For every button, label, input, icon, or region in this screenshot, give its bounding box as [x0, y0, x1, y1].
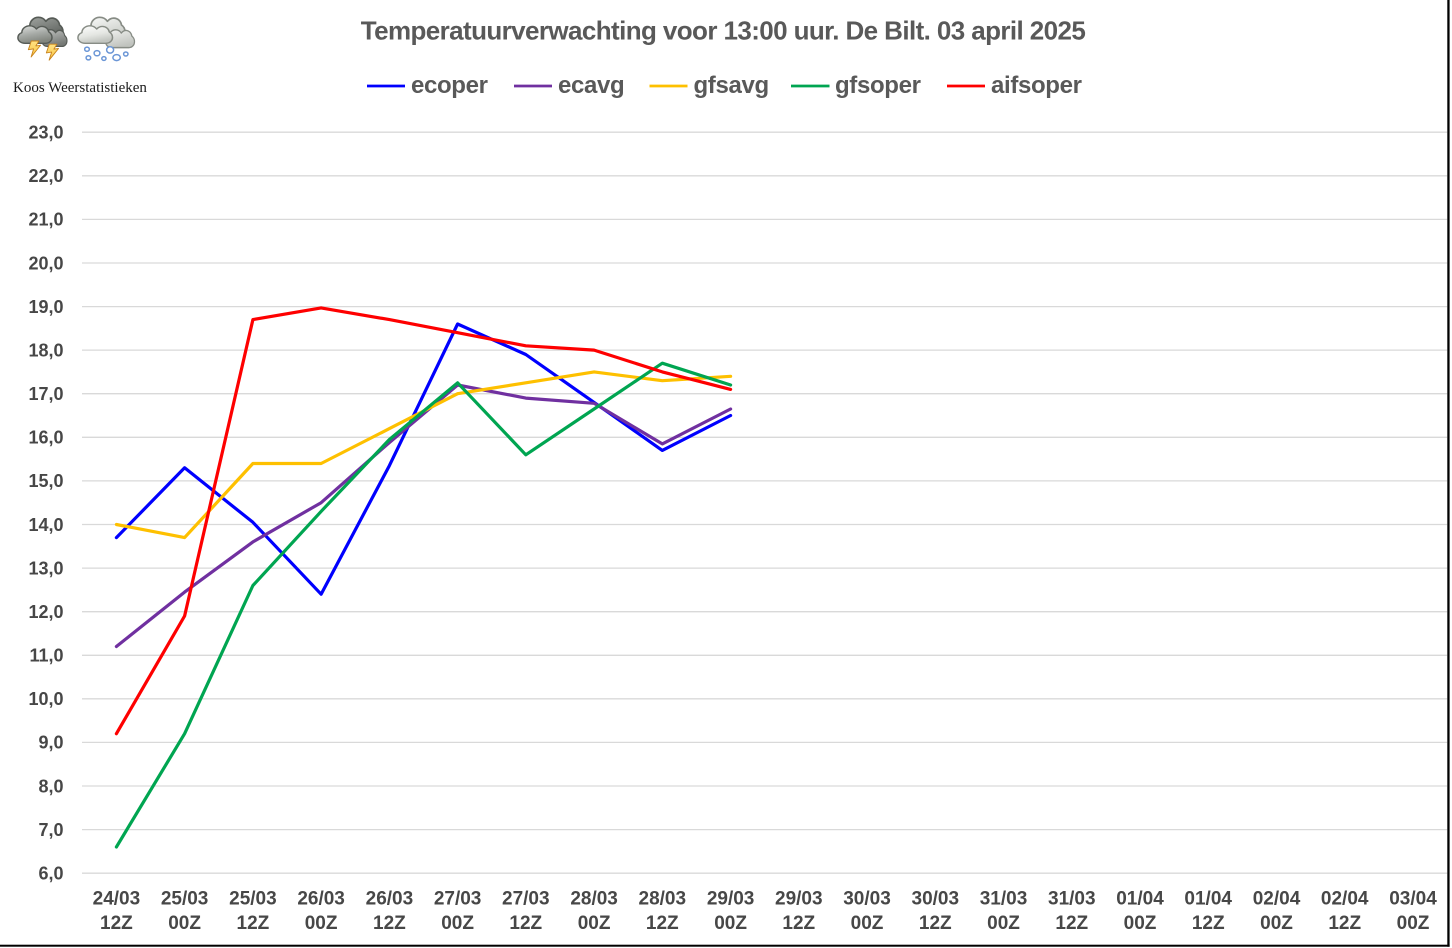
svg-text:31/03: 31/03 — [1048, 889, 1096, 910]
svg-text:01/04: 01/04 — [1116, 889, 1164, 910]
svg-text:ecoper: ecoper — [411, 72, 488, 99]
svg-text:Koos Weerstatistieken: Koos Weerstatistieken — [13, 80, 147, 96]
svg-text:12Z: 12Z — [509, 913, 542, 934]
svg-text:12Z: 12Z — [373, 913, 406, 934]
svg-text:23,0: 23,0 — [28, 123, 63, 143]
svg-text:00Z: 00Z — [1397, 913, 1430, 934]
svg-text:Temperatuurverwachting voor 13: Temperatuurverwachting voor 13:00 uur. D… — [361, 16, 1086, 46]
svg-text:14,0: 14,0 — [28, 515, 63, 535]
svg-text:17,0: 17,0 — [28, 384, 63, 404]
svg-text:02/04: 02/04 — [1253, 889, 1301, 910]
svg-text:9,0: 9,0 — [38, 733, 63, 753]
svg-text:28/03: 28/03 — [639, 889, 687, 910]
svg-text:12Z: 12Z — [646, 913, 679, 934]
svg-text:11,0: 11,0 — [29, 646, 63, 666]
svg-text:30/03: 30/03 — [912, 889, 960, 910]
svg-text:01/04: 01/04 — [1184, 889, 1232, 910]
svg-text:00Z: 00Z — [987, 913, 1020, 934]
svg-text:12Z: 12Z — [1055, 913, 1088, 934]
svg-text:00Z: 00Z — [1124, 913, 1157, 934]
svg-text:25/03: 25/03 — [229, 889, 277, 910]
svg-text:26/03: 26/03 — [297, 889, 345, 910]
svg-text:22,0: 22,0 — [28, 166, 63, 186]
svg-text:6,0: 6,0 — [38, 864, 63, 884]
svg-text:03/04: 03/04 — [1389, 889, 1437, 910]
svg-text:13,0: 13,0 — [28, 558, 63, 578]
svg-text:30/03: 30/03 — [843, 889, 891, 910]
svg-text:15,0: 15,0 — [28, 471, 63, 491]
svg-text:02/04: 02/04 — [1321, 889, 1369, 910]
svg-text:8,0: 8,0 — [38, 776, 63, 796]
svg-text:12Z: 12Z — [782, 913, 815, 934]
svg-text:ecavg: ecavg — [558, 72, 624, 99]
svg-text:16,0: 16,0 — [28, 428, 63, 448]
svg-text:12,0: 12,0 — [28, 602, 63, 622]
svg-text:00Z: 00Z — [851, 913, 884, 934]
svg-text:12Z: 12Z — [237, 913, 270, 934]
svg-text:26/03: 26/03 — [366, 889, 414, 910]
svg-text:00Z: 00Z — [1260, 913, 1293, 934]
svg-text:gfsoper: gfsoper — [835, 72, 921, 99]
svg-text:18,0: 18,0 — [28, 340, 63, 360]
svg-text:00Z: 00Z — [305, 913, 338, 934]
svg-text:20,0: 20,0 — [28, 253, 63, 273]
svg-text:27/03: 27/03 — [434, 889, 482, 910]
svg-text:29/03: 29/03 — [707, 889, 755, 910]
svg-text:12Z: 12Z — [1328, 913, 1361, 934]
svg-text:aifsoper: aifsoper — [991, 72, 1082, 99]
svg-text:31/03: 31/03 — [980, 889, 1028, 910]
svg-text:29/03: 29/03 — [775, 889, 823, 910]
svg-text:12Z: 12Z — [919, 913, 952, 934]
svg-text:00Z: 00Z — [578, 913, 611, 934]
svg-text:00Z: 00Z — [441, 913, 474, 934]
svg-text:27/03: 27/03 — [502, 889, 550, 910]
svg-text:00Z: 00Z — [714, 913, 747, 934]
svg-text:24/03: 24/03 — [93, 889, 141, 910]
svg-text:7,0: 7,0 — [38, 820, 63, 840]
svg-text:00Z: 00Z — [168, 913, 201, 934]
svg-text:28/03: 28/03 — [570, 889, 618, 910]
svg-text:12Z: 12Z — [100, 913, 133, 934]
svg-text:19,0: 19,0 — [28, 297, 63, 317]
svg-text:25/03: 25/03 — [161, 889, 209, 910]
svg-text:10,0: 10,0 — [28, 689, 63, 709]
svg-text:21,0: 21,0 — [28, 210, 63, 230]
svg-text:12Z: 12Z — [1192, 913, 1225, 934]
svg-text:gfsavg: gfsavg — [694, 72, 769, 99]
